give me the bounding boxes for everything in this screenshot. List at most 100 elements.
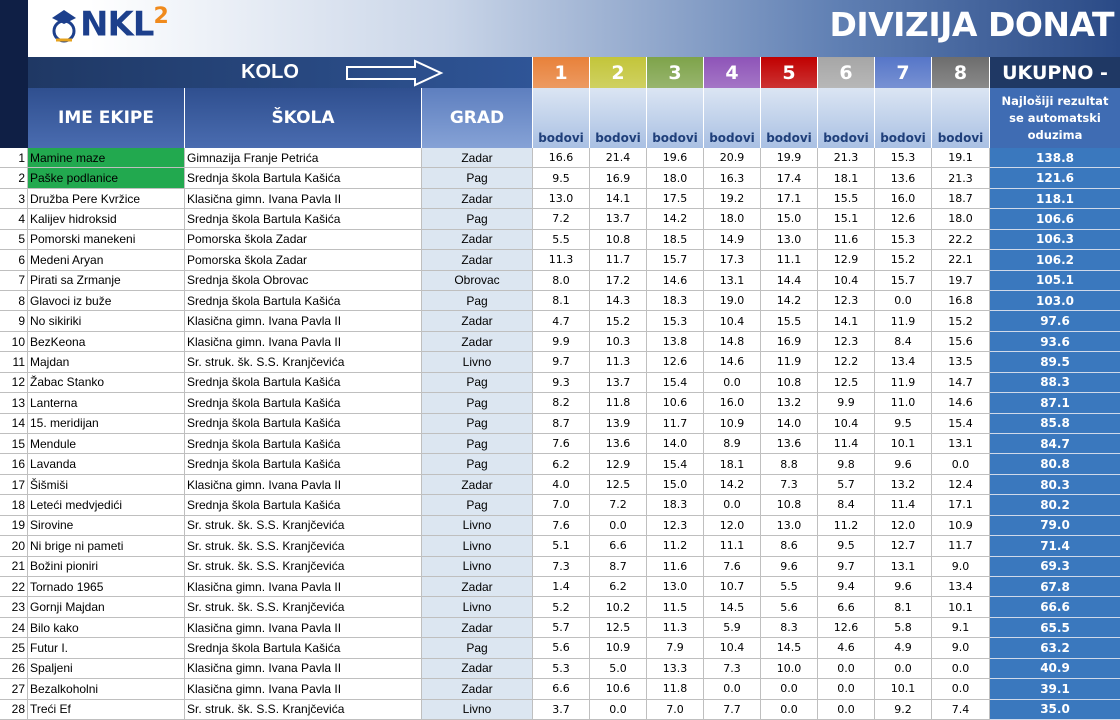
team-name: Paške podlanice <box>28 168 185 189</box>
round-points: 21.3 <box>932 168 990 189</box>
points-label: bodovi <box>533 88 590 148</box>
round-points: 11.3 <box>590 352 647 373</box>
round-header: 5 <box>761 57 818 88</box>
total-points: 106.6 <box>990 209 1120 230</box>
team-name: Bezalkoholni <box>28 679 185 700</box>
round-points: 0.0 <box>875 658 932 680</box>
round-points: 13.1 <box>875 556 932 577</box>
round-points: 10.1 <box>932 597 990 618</box>
team-name: Futur I. <box>28 638 185 659</box>
school-name: Klasična gimn. Ivana Pavla II <box>185 679 422 700</box>
team-name: Spaljeni <box>28 658 185 680</box>
total-points: 80.3 <box>990 474 1120 496</box>
round-points: 7.4 <box>932 699 990 720</box>
round-points: 7.0 <box>533 495 590 516</box>
city: Zadar <box>422 331 533 353</box>
round-header: 3 <box>647 57 704 88</box>
team-name: Ni brige ni pameti <box>28 536 185 557</box>
page-title: DIVIZIJA DONAT <box>829 5 1114 44</box>
city: Livno <box>422 597 533 618</box>
round-points: 18.7 <box>932 188 990 210</box>
round-points: 17.4 <box>761 168 818 189</box>
points-label: bodovi <box>704 88 761 148</box>
school-name: Srednja škola Bartula Kašića <box>185 291 422 312</box>
round-points: 10.0 <box>761 658 818 680</box>
round-points: 12.0 <box>875 515 932 537</box>
round-points: 5.7 <box>818 474 875 496</box>
city: Zadar <box>422 617 533 639</box>
round-points: 16.0 <box>704 393 761 414</box>
round-points: 14.2 <box>647 209 704 230</box>
round-points: 15.2 <box>932 311 990 332</box>
total-points: 39.1 <box>990 679 1120 700</box>
total-points: 87.1 <box>990 393 1120 414</box>
total-points: 84.7 <box>990 434 1120 455</box>
school-name: Sr. struk. šk. S.S. Kranjčevića <box>185 556 422 577</box>
total-points: 106.3 <box>990 229 1120 251</box>
round-points: 10.6 <box>590 679 647 700</box>
total-note: Najlošiji rezultat se automatski oduzima <box>990 88 1120 148</box>
round-points: 5.3 <box>533 658 590 680</box>
round-points: 16.6 <box>533 148 590 169</box>
round-points: 10.8 <box>590 229 647 251</box>
round-points: 9.9 <box>533 331 590 353</box>
round-points: 11.2 <box>647 536 704 557</box>
row-number: 6 <box>0 250 28 271</box>
round-points: 4.9 <box>875 638 932 659</box>
round-points: 17.5 <box>647 188 704 210</box>
round-points: 15.5 <box>818 188 875 210</box>
round-points: 12.7 <box>875 536 932 557</box>
school-name: Srednja škola Obrovac <box>185 270 422 291</box>
row-number: 28 <box>0 699 28 720</box>
total-points: 138.8 <box>990 148 1120 169</box>
round-points: 13.2 <box>761 393 818 414</box>
city: Pag <box>422 393 533 414</box>
round-points: 12.9 <box>590 454 647 475</box>
round-points: 9.4 <box>818 577 875 598</box>
round-points: 8.0 <box>533 270 590 291</box>
row-number: 3 <box>0 188 28 210</box>
round-points: 7.9 <box>647 638 704 659</box>
round-points: 14.2 <box>704 474 761 496</box>
total-points: 89.5 <box>990 352 1120 373</box>
school-name: Sr. struk. šk. S.S. Kranjčevića <box>185 352 422 373</box>
round-points: 18.3 <box>647 495 704 516</box>
round-points: 7.3 <box>533 556 590 577</box>
team-name: No sikiriki <box>28 311 185 332</box>
round-points: 10.4 <box>818 413 875 434</box>
round-points: 0.0 <box>875 291 932 312</box>
round-points: 10.2 <box>590 597 647 618</box>
round-points: 15.7 <box>647 250 704 271</box>
column-header: IME EKIPE <box>28 88 185 148</box>
round-points: 9.8 <box>818 454 875 475</box>
round-points: 17.2 <box>590 270 647 291</box>
total-points: 63.2 <box>990 638 1120 659</box>
city: Livno <box>422 556 533 577</box>
total-header: UKUPNO - <box>990 57 1120 88</box>
round-points: 5.6 <box>533 638 590 659</box>
round-points: 13.8 <box>647 331 704 353</box>
round-points: 14.6 <box>647 270 704 291</box>
round-points: 9.6 <box>875 454 932 475</box>
team-name: Leteći medvjedići <box>28 495 185 516</box>
total-points: 80.2 <box>990 495 1120 516</box>
round-points: 13.0 <box>647 577 704 598</box>
city: Zadar <box>422 474 533 496</box>
team-name: Majdan <box>28 352 185 373</box>
round-points: 16.3 <box>704 168 761 189</box>
total-points: 106.2 <box>990 250 1120 271</box>
round-points: 5.7 <box>533 617 590 639</box>
team-name: Sirovine <box>28 515 185 537</box>
round-points: 15.1 <box>818 209 875 230</box>
round-points: 11.0 <box>875 393 932 414</box>
round-points: 12.2 <box>818 352 875 373</box>
round-points: 12.3 <box>647 515 704 537</box>
round-points: 8.1 <box>875 597 932 618</box>
city: Zadar <box>422 250 533 271</box>
city: Livno <box>422 699 533 720</box>
round-points: 0.0 <box>818 679 875 700</box>
round-points: 7.6 <box>533 515 590 537</box>
round-points: 12.0 <box>704 515 761 537</box>
round-points: 13.7 <box>590 209 647 230</box>
school-name: Klasična gimn. Ivana Pavla II <box>185 617 422 639</box>
